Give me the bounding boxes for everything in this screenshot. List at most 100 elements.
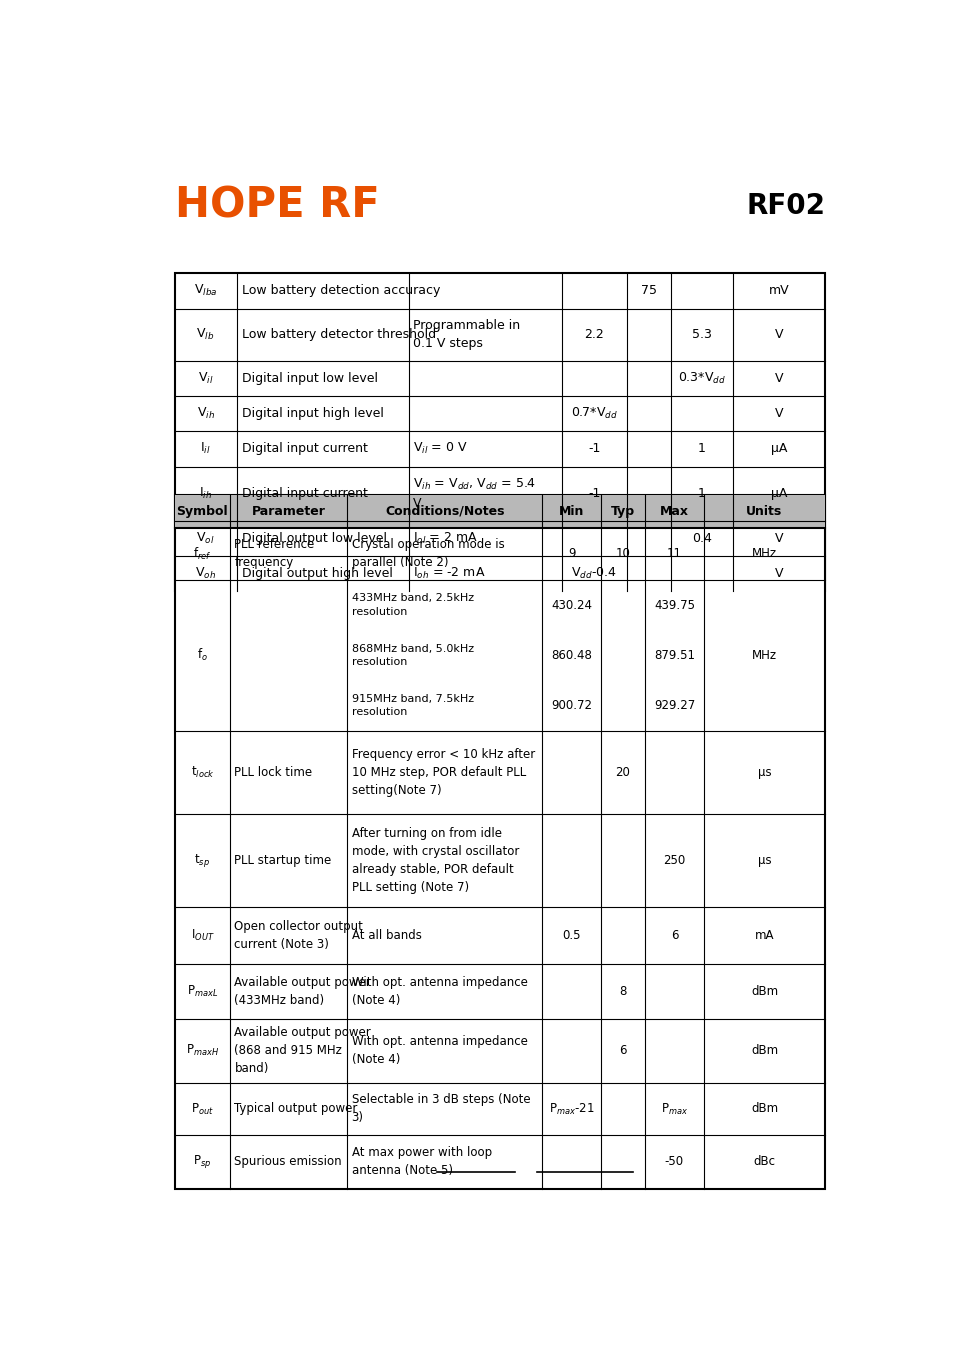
Text: 433MHz band, 2.5kHz
resolution: 433MHz band, 2.5kHz resolution <box>352 594 474 617</box>
Text: After turning on from idle
mode, with crystal oscillator
already stable, POR def: After turning on from idle mode, with cr… <box>352 828 518 894</box>
Bar <box>174 494 824 1189</box>
Text: Digital input high level: Digital input high level <box>241 408 383 420</box>
Text: 0.7*V$_{dd}$: 0.7*V$_{dd}$ <box>570 406 618 421</box>
Text: f$_o$: f$_o$ <box>196 647 208 663</box>
Text: Typical output power: Typical output power <box>234 1103 357 1115</box>
Text: μA: μA <box>770 443 786 455</box>
Text: RF02: RF02 <box>745 192 824 220</box>
Text: At max power with loop
antenna (Note 5): At max power with loop antenna (Note 5) <box>352 1146 491 1177</box>
Text: 879.51: 879.51 <box>653 649 694 662</box>
Text: Digital output low level: Digital output low level <box>241 532 386 545</box>
Text: Low battery detection accuracy: Low battery detection accuracy <box>241 285 439 297</box>
Text: PLL lock time: PLL lock time <box>234 765 313 779</box>
Text: P$_{out}$: P$_{out}$ <box>191 1102 213 1116</box>
Text: Digital input current: Digital input current <box>241 487 367 500</box>
Text: 0.5: 0.5 <box>561 929 580 942</box>
Text: With opt. antenna impedance
(Note 4): With opt. antenna impedance (Note 4) <box>352 1035 527 1066</box>
Text: V: V <box>774 371 782 385</box>
Text: t$_{sp}$: t$_{sp}$ <box>194 852 210 869</box>
Text: 900.72: 900.72 <box>551 699 592 711</box>
Text: Frequency error < 10 kHz after
10 MHz step, POR default PLL
setting(Note 7): Frequency error < 10 kHz after 10 MHz st… <box>352 748 535 796</box>
Text: Parameter: Parameter <box>252 505 325 518</box>
Text: V$_{ih}$ = V$_{dd}$, V$_{dd}$ = 5.4
V: V$_{ih}$ = V$_{dd}$, V$_{dd}$ = 5.4 V <box>413 477 536 510</box>
Text: 1: 1 <box>698 487 705 500</box>
Text: Open collector output
current (Note 3): Open collector output current (Note 3) <box>234 921 363 952</box>
Text: -1: -1 <box>588 487 600 500</box>
Text: Min: Min <box>558 505 583 518</box>
Text: Spurious emission: Spurious emission <box>234 1156 342 1169</box>
Text: I$_{oh}$ = -2 mA: I$_{oh}$ = -2 mA <box>413 566 485 582</box>
Text: Digital input low level: Digital input low level <box>241 371 377 385</box>
Text: mA: mA <box>754 929 774 942</box>
Text: Conditions/Notes: Conditions/Notes <box>385 505 504 518</box>
Text: Crystal operation mode is
parallel (Note 2): Crystal operation mode is parallel (Note… <box>352 539 504 570</box>
Text: V$_{il}$ = 0 V: V$_{il}$ = 0 V <box>413 441 468 456</box>
Text: dBc: dBc <box>753 1156 775 1169</box>
Text: 430.24: 430.24 <box>551 598 592 612</box>
Text: 8: 8 <box>618 986 626 998</box>
Text: V$_{lb}$: V$_{lb}$ <box>196 327 214 342</box>
Text: 1: 1 <box>698 443 705 455</box>
Text: dBm: dBm <box>750 1103 778 1115</box>
Text: V: V <box>774 567 782 580</box>
Text: dBm: dBm <box>750 1045 778 1057</box>
Text: P$_{max}$: P$_{max}$ <box>660 1102 687 1116</box>
Text: 9: 9 <box>567 547 575 560</box>
Bar <box>174 273 824 591</box>
Text: 2.2: 2.2 <box>584 328 603 342</box>
Text: 6: 6 <box>670 929 678 942</box>
Text: P$_{sp}$: P$_{sp}$ <box>193 1153 212 1170</box>
Text: 6: 6 <box>618 1045 626 1057</box>
Text: μs: μs <box>757 855 770 867</box>
Text: Max: Max <box>659 505 688 518</box>
Text: I$_{ol}$ = 2 mA: I$_{ol}$ = 2 mA <box>413 531 477 545</box>
Text: Programmable in
0.1 V steps: Programmable in 0.1 V steps <box>413 319 520 350</box>
Text: PLL startup time: PLL startup time <box>234 855 332 867</box>
Text: V$_{ih}$: V$_{ih}$ <box>196 406 214 421</box>
Text: Selectable in 3 dB steps (Note
3): Selectable in 3 dB steps (Note 3) <box>352 1094 530 1125</box>
Text: f$_{ref}$: f$_{ref}$ <box>193 545 212 562</box>
Text: 75: 75 <box>640 285 657 297</box>
Text: Available output power
(868 and 915 MHz
band): Available output power (868 and 915 MHz … <box>234 1026 371 1075</box>
Text: I$_{il}$: I$_{il}$ <box>200 441 211 456</box>
Text: V$_{dd}$-0.4: V$_{dd}$-0.4 <box>571 566 617 582</box>
Text: Digital output high level: Digital output high level <box>241 567 392 580</box>
Text: Units: Units <box>745 505 781 518</box>
Text: Available output power
(433MHz band): Available output power (433MHz band) <box>234 976 371 1007</box>
Text: V$_{oh}$: V$_{oh}$ <box>195 566 216 582</box>
Text: -1: -1 <box>588 443 600 455</box>
Text: P$_{max}$-21: P$_{max}$-21 <box>548 1102 594 1116</box>
Text: 20: 20 <box>615 765 630 779</box>
Text: -50: -50 <box>664 1156 683 1169</box>
Text: PLL reference
frequency: PLL reference frequency <box>234 539 314 570</box>
Text: V: V <box>774 532 782 545</box>
Text: 0.3*V$_{dd}$: 0.3*V$_{dd}$ <box>678 371 725 386</box>
Text: 250: 250 <box>662 855 685 867</box>
Text: I$_{OUT}$: I$_{OUT}$ <box>191 929 214 944</box>
Text: V$_{ol}$: V$_{ol}$ <box>196 531 214 545</box>
Text: mV: mV <box>768 285 789 297</box>
Text: 915MHz band, 7.5kHz
resolution: 915MHz band, 7.5kHz resolution <box>352 694 474 717</box>
Text: At all bands: At all bands <box>352 929 421 942</box>
Text: V: V <box>774 408 782 420</box>
Text: MHz: MHz <box>751 649 777 662</box>
Text: μs: μs <box>757 765 770 779</box>
Text: Digital input current: Digital input current <box>241 443 367 455</box>
Text: V$_{lba}$: V$_{lba}$ <box>193 284 217 298</box>
Text: I$_{ih}$: I$_{ih}$ <box>199 486 212 501</box>
Text: P$_{maxL}$: P$_{maxL}$ <box>187 984 217 999</box>
Text: HOPE RF: HOPE RF <box>174 185 379 227</box>
Text: 868MHz band, 5.0kHz
resolution: 868MHz band, 5.0kHz resolution <box>352 644 474 667</box>
Text: 10: 10 <box>615 547 630 560</box>
Text: Symbol: Symbol <box>176 505 228 518</box>
Text: P$_{maxH}$: P$_{maxH}$ <box>186 1044 218 1058</box>
Text: 860.48: 860.48 <box>551 649 592 662</box>
Text: With opt. antenna impedance
(Note 4): With opt. antenna impedance (Note 4) <box>352 976 527 1007</box>
Text: Typ: Typ <box>610 505 635 518</box>
Text: 929.27: 929.27 <box>653 699 695 711</box>
Text: 11: 11 <box>666 547 681 560</box>
Text: 5.3: 5.3 <box>691 328 711 342</box>
Text: V: V <box>774 328 782 342</box>
Text: 439.75: 439.75 <box>653 598 694 612</box>
Text: dBm: dBm <box>750 986 778 998</box>
